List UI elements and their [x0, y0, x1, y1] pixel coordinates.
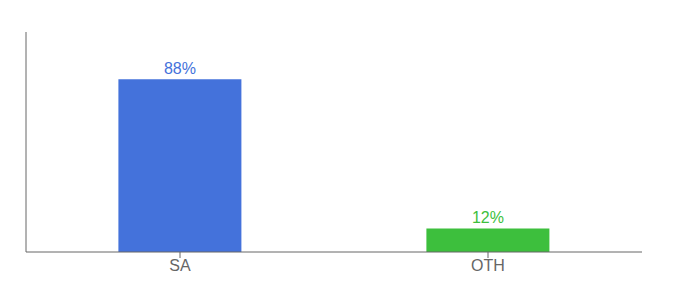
svg-text:12%: 12% [472, 209, 504, 226]
svg-text:SA: SA [169, 257, 191, 274]
svg-text:OTH: OTH [471, 257, 505, 274]
svg-text:88%: 88% [164, 60, 196, 77]
